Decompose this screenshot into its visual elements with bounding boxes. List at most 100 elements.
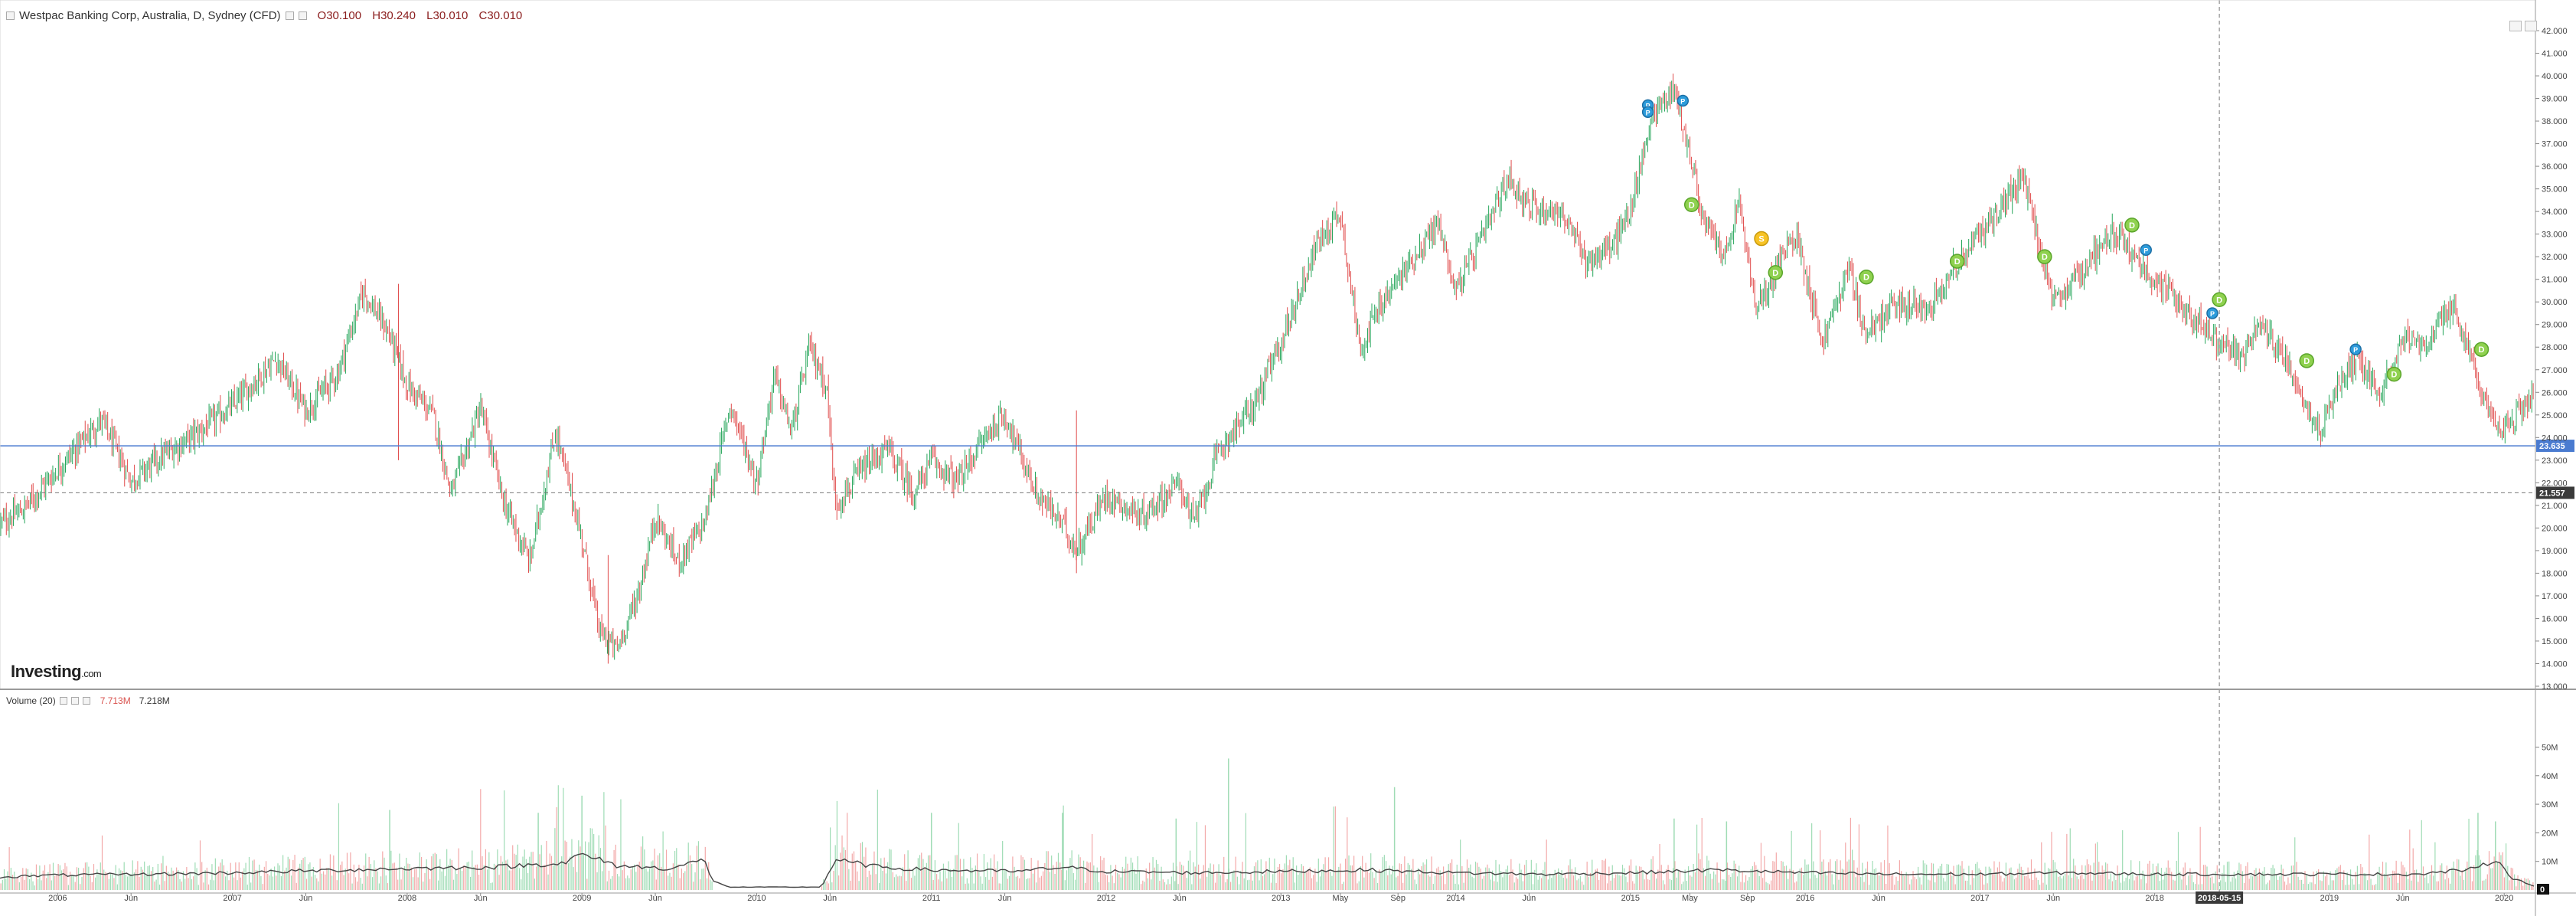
price-tick-label: 17.000	[2542, 592, 2568, 601]
current-price-badge	[2536, 440, 2574, 453]
date-tick-label: Jun	[823, 894, 837, 903]
event-marker-label: P	[1646, 102, 1650, 110]
volume-zero-label: 0	[2540, 885, 2545, 895]
volume-legend: Volume (20) 7.713M 7.218M	[6, 695, 170, 706]
event-marker-label: P	[2210, 310, 2215, 318]
price-tick-label: 29.000	[2542, 321, 2568, 330]
price-tick-label: 36.000	[2542, 162, 2568, 172]
close-icon[interactable]	[298, 11, 307, 20]
price-tick-label: 30.000	[2542, 298, 2568, 307]
volume-tick-label: 40M	[2542, 772, 2558, 781]
settings-icon[interactable]	[285, 11, 294, 20]
event-marker-split[interactable]	[1677, 94, 1690, 107]
event-marker-other[interactable]	[1754, 231, 1769, 247]
date-tick-label: 2015	[1621, 894, 1640, 903]
event-marker-split[interactable]	[1641, 106, 1654, 119]
price-tick-label: 35.000	[2542, 185, 2568, 195]
price-tick-label: 27.000	[2542, 366, 2568, 375]
maximize-pane-icon[interactable]	[2509, 21, 2522, 31]
volume-hide-icon[interactable]	[70, 697, 79, 705]
date-tick-label: Jun	[124, 894, 138, 903]
event-marker-label: D	[1954, 257, 1961, 267]
event-marker-label: P	[2143, 247, 2148, 254]
date-tick-label: May	[1682, 894, 1698, 903]
volume-tick-label: 10M	[2542, 858, 2558, 867]
date-tick-label: Jun	[998, 894, 1012, 903]
date-tick-label: 2010	[747, 894, 766, 903]
price-tick-label: 28.000	[2542, 343, 2568, 352]
current-price-label: 23.635	[2539, 442, 2565, 451]
price-tick-label: 24.000	[2542, 433, 2568, 443]
event-marker-dividend[interactable]	[2299, 353, 2314, 368]
date-tick-label: 2013	[1272, 894, 1290, 903]
date-tick-label: 2009	[573, 894, 591, 903]
collapse-icon[interactable]	[6, 11, 15, 20]
event-marker-dividend[interactable]	[1768, 265, 1784, 280]
event-marker-split[interactable]	[2206, 307, 2218, 319]
high-value: H30.240	[372, 9, 416, 22]
close-value: C30.010	[478, 9, 523, 22]
date-tick-label: 2020	[2495, 894, 2513, 903]
volume-close-icon[interactable]	[82, 697, 90, 705]
price-tick-label: 14.000	[2542, 659, 2568, 669]
price-tick-label: 31.000	[2542, 276, 2568, 285]
price-tick-label: 26.000	[2542, 388, 2568, 397]
event-marker-dividend[interactable]	[2037, 249, 2052, 264]
symbol-title: Westpac Banking Corp, Australia, D, Sydn…	[19, 9, 281, 22]
event-marker-dividend[interactable]	[1683, 197, 1699, 213]
price-candles	[0, 74, 2534, 664]
price-tick-label: 23.000	[2542, 456, 2568, 466]
event-marker-dividend[interactable]	[2386, 366, 2402, 382]
pane-controls	[2509, 21, 2537, 31]
event-marker-split[interactable]	[2349, 343, 2362, 355]
date-tick-label: Sep	[1390, 894, 1406, 903]
date-tick-label: Jun	[1173, 894, 1187, 903]
event-marker-split[interactable]	[2140, 244, 2152, 257]
date-tick-label: May	[1332, 894, 1348, 903]
date-tick-label: Jun	[1872, 894, 1885, 903]
date-tick-label: Jun	[2396, 894, 2410, 903]
price-tick-label: 22.000	[2542, 479, 2568, 488]
volume-tick-label: 50M	[2542, 743, 2558, 752]
volume-value: 7.713M	[100, 695, 131, 706]
event-marker-label: D	[2129, 221, 2135, 231]
volume-zero-badge	[2537, 884, 2549, 895]
event-marker-label: P	[1646, 109, 1650, 116]
event-marker-label: P	[2353, 346, 2358, 354]
date-tick-label: Sep	[1740, 894, 1755, 903]
volume-settings-icon[interactable]	[59, 697, 67, 705]
symbol-legend: Westpac Banking Corp, Australia, D, Sydn…	[6, 9, 530, 22]
date-tick-label: 2007	[223, 894, 241, 903]
price-tick-label: 19.000	[2542, 547, 2568, 556]
crosshair-price-label: 21.557	[2539, 489, 2565, 498]
crosshair: 21.557	[0, 0, 2574, 893]
event-marker-dividend[interactable]	[1859, 269, 1874, 285]
event-marker-dividend[interactable]	[2212, 292, 2227, 308]
volume-title: Volume (20)	[6, 695, 56, 706]
event-marker-dividend[interactable]	[2124, 218, 2140, 233]
volume-tick-label: 20M	[2542, 829, 2558, 838]
volume-ma-value: 7.218M	[139, 695, 170, 706]
volume-moving-average	[0, 852, 2535, 888]
ohlc-values: O30.100 H30.240 L30.010 C30.010	[318, 9, 531, 22]
price-tick-label: 25.000	[2542, 411, 2568, 420]
crosshair-date-label: 2018-05-15	[2198, 894, 2241, 903]
current-price-line: 23.635	[0, 440, 2574, 453]
date-tick-label: 2016	[1796, 894, 1814, 903]
event-marker-label: D	[2479, 345, 2485, 355]
event-marker-dividend[interactable]	[2473, 342, 2489, 357]
restore-pane-icon[interactable]	[2525, 21, 2537, 31]
price-tick-label: 34.000	[2542, 208, 2568, 217]
date-tick-label: 2017	[1970, 894, 1989, 903]
date-tick-label: Jun	[2046, 894, 2060, 903]
price-tick-label: 39.000	[2542, 95, 2568, 104]
event-marker-label: D	[2391, 371, 2397, 380]
crosshair-date-badge	[2196, 891, 2244, 904]
date-tick-label: 2008	[398, 894, 416, 903]
date-tick-label: 2019	[2320, 894, 2339, 903]
date-tick-label: Jun	[474, 894, 488, 903]
event-marker-dividend[interactable]	[1949, 254, 1965, 269]
crosshair-price-badge	[2536, 486, 2574, 499]
